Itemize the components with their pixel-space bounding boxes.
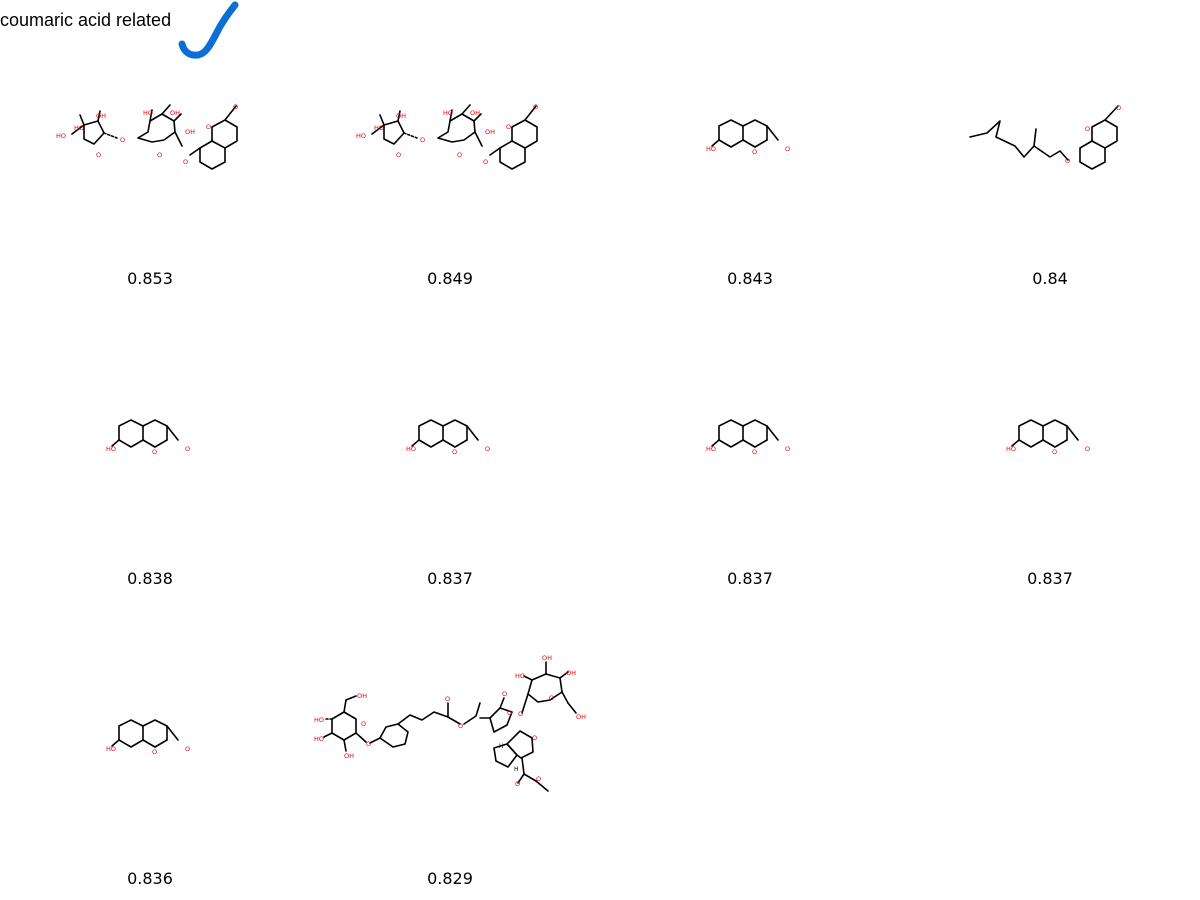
svg-text:O: O: [1085, 125, 1090, 133]
svg-text:O: O: [507, 709, 512, 717]
molecule-structure: HO O O: [106, 419, 190, 456]
svg-text:O: O: [752, 448, 757, 456]
svg-text:OH: OH: [566, 669, 576, 677]
svg-text:HO: HO: [406, 445, 416, 453]
svg-text:O: O: [1116, 104, 1121, 112]
similarity-score: 0.836: [127, 869, 173, 888]
svg-text:O: O: [366, 740, 371, 748]
svg-text:H: H: [514, 766, 519, 773]
molecule-structure: HO HO OH O O HO OH OH O O O O: [56, 103, 238, 170]
svg-text:HO: HO: [443, 109, 453, 117]
svg-text:OH: OH: [170, 109, 180, 117]
svg-text:O: O: [1065, 157, 1070, 165]
svg-text:O: O: [1085, 445, 1090, 453]
svg-text:OH: OH: [396, 112, 406, 120]
svg-text:OH: OH: [357, 692, 367, 700]
svg-text:HO: HO: [356, 132, 366, 140]
svg-text:O: O: [233, 103, 238, 111]
svg-text:O: O: [120, 136, 125, 144]
svg-text:HO: HO: [74, 124, 84, 132]
svg-text:O: O: [157, 151, 162, 159]
svg-text:O: O: [185, 445, 190, 453]
similarity-score: 0.829: [427, 869, 473, 888]
svg-text:OH: OH: [485, 128, 495, 136]
svg-text:O: O: [502, 690, 507, 698]
svg-text:HO: HO: [515, 672, 525, 680]
svg-text:O: O: [506, 123, 511, 131]
svg-text:O: O: [445, 695, 450, 703]
svg-text:O: O: [457, 151, 462, 159]
svg-text:HO: HO: [706, 145, 716, 153]
similarity-score: 0.838: [127, 569, 173, 588]
similarity-score: 0.84: [1032, 269, 1068, 288]
page-title: coumaric acid related: [0, 10, 172, 30]
svg-text:OH: OH: [344, 752, 354, 760]
result-card[interactable]: HO O O 0.843: [600, 0, 900, 300]
result-card[interactable]: HO OH HO OH O O O O O O O O O O O OH OH …: [300, 600, 600, 900]
svg-text:OH: OH: [470, 109, 480, 117]
molecule-structure: HO O O: [706, 419, 790, 456]
svg-text:O: O: [536, 775, 541, 783]
svg-text:O: O: [96, 151, 101, 159]
result-card[interactable]: HO O O 0.838: [0, 300, 300, 600]
svg-text:HO: HO: [314, 716, 324, 724]
svg-text:O: O: [518, 710, 523, 718]
svg-text:OH: OH: [96, 112, 106, 120]
similarity-score: 0.853: [127, 269, 173, 288]
result-card[interactable]: O O O 0.84: [900, 0, 1200, 300]
similarity-score: 0.849: [427, 269, 473, 288]
svg-text:O: O: [152, 748, 157, 756]
svg-text:O: O: [532, 734, 537, 742]
svg-text:O: O: [183, 158, 188, 166]
svg-text:O: O: [785, 445, 790, 453]
checkmark-icon: [178, 1, 239, 59]
similarity-score: 0.843: [727, 269, 773, 288]
result-card[interactable]: HO HO OH O O HO OH OH O O O O 0.849: [300, 0, 600, 300]
svg-text:O: O: [361, 720, 366, 728]
svg-text:O: O: [515, 780, 520, 788]
molecule-structure: HO OH HO OH O O O O O O O O O O O OH OH …: [314, 654, 586, 792]
svg-text:OH: OH: [185, 128, 195, 136]
result-card[interactable]: HO O O 0.837: [300, 300, 600, 600]
svg-text:OH: OH: [542, 654, 552, 662]
result-card[interactable]: HO O O 0.837: [600, 300, 900, 600]
molecule-structure: HO O O: [406, 419, 490, 456]
similarity-score: 0.837: [1027, 569, 1073, 588]
molecule-structure: O O O: [969, 104, 1121, 170]
molecule-structure: HO O O: [706, 119, 790, 156]
result-card[interactable]: HO O O 0.837: [900, 300, 1200, 600]
svg-text:HO: HO: [1006, 445, 1016, 453]
svg-text:O: O: [206, 123, 211, 131]
svg-text:HO: HO: [106, 745, 116, 753]
svg-text:O: O: [533, 103, 538, 111]
svg-text:H: H: [499, 743, 504, 750]
svg-text:O: O: [452, 448, 457, 456]
svg-text:OH: OH: [576, 713, 586, 721]
similarity-score: 0.837: [427, 569, 473, 588]
similarity-score: 0.837: [727, 569, 773, 588]
svg-text:O: O: [549, 694, 554, 702]
svg-text:O: O: [752, 148, 757, 156]
svg-text:HO: HO: [706, 445, 716, 453]
svg-text:O: O: [1052, 448, 1057, 456]
svg-text:O: O: [420, 136, 425, 144]
svg-text:HO: HO: [314, 735, 324, 743]
result-card[interactable]: HO HO OH O O HO OH OH O O O O 0.853: [0, 0, 300, 300]
molecule-structure: HO HO OH O O HO OH OH O O O O: [356, 103, 538, 170]
svg-text:O: O: [185, 745, 190, 753]
molecule-structure: HO O O: [106, 719, 190, 756]
svg-text:HO: HO: [143, 109, 153, 117]
molecule-structure: HO O O: [1006, 419, 1090, 456]
svg-text:O: O: [396, 151, 401, 159]
svg-text:O: O: [485, 445, 490, 453]
svg-text:O: O: [152, 448, 157, 456]
svg-text:HO: HO: [374, 124, 384, 132]
svg-text:O: O: [458, 722, 463, 730]
svg-text:HO: HO: [106, 445, 116, 453]
result-card[interactable]: HO O O 0.836: [0, 600, 300, 900]
svg-text:HO: HO: [56, 132, 66, 140]
svg-text:O: O: [785, 145, 790, 153]
svg-text:O: O: [483, 158, 488, 166]
